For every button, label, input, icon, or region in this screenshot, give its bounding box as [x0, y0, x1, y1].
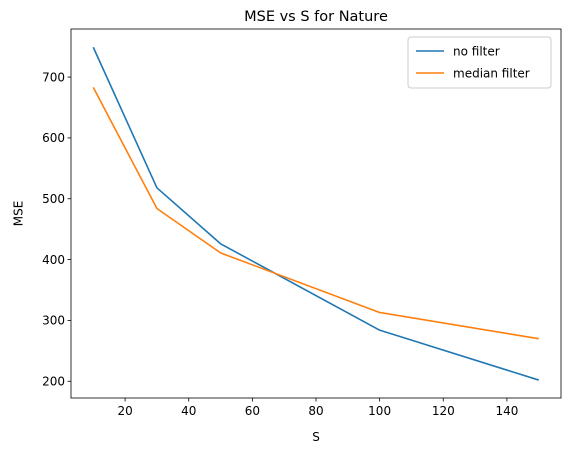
x-tick-label: 140	[495, 404, 518, 418]
y-tick-label: 200	[42, 375, 65, 389]
chart-title: MSE vs S for Nature	[244, 9, 388, 25]
y-tick-label: 500	[42, 192, 65, 206]
series-line-no-filter	[92, 46, 539, 381]
x-tick-label: 100	[368, 404, 391, 418]
x-tick-label: 40	[181, 404, 196, 418]
x-tick-label: 120	[432, 404, 455, 418]
legend: no filter median filter	[407, 36, 552, 89]
y-tick-label: 600	[42, 131, 65, 145]
y-tick-label: 400	[42, 253, 65, 267]
axes: 20 40 60 80 100 120 140 200 300 400 500 600 700	[42, 28, 562, 418]
legend-box	[407, 36, 552, 89]
legend-label: median filter	[453, 66, 530, 80]
plot-area	[92, 46, 539, 381]
x-tick-label: 80	[308, 404, 323, 418]
y-axis-title: MSE	[12, 201, 26, 227]
series-line-median-filter	[92, 87, 539, 340]
x-axis-title: S	[312, 430, 320, 444]
y-tick-label: 300	[42, 314, 65, 328]
x-tick-label: 20	[117, 404, 132, 418]
y-tick-label: 700	[42, 70, 65, 84]
x-tick-label: 60	[245, 404, 260, 418]
legend-label: no filter	[453, 44, 500, 58]
